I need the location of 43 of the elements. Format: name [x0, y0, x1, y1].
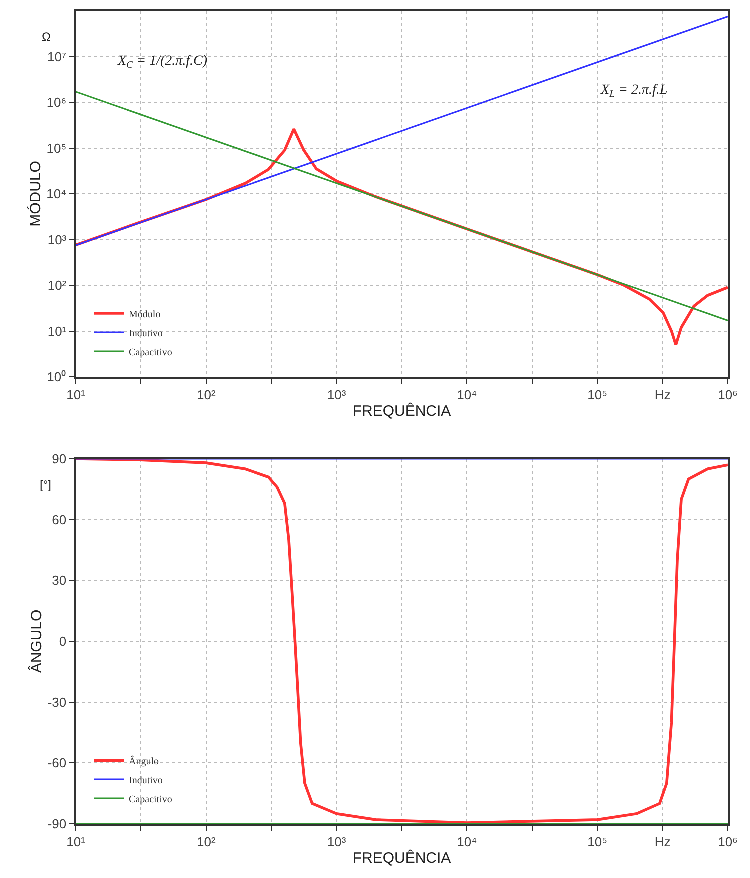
x-tick-label: 10⁵ — [588, 834, 608, 850]
x-tick-label: 10³ — [327, 387, 347, 402]
legend-label: Capacitivo — [129, 794, 172, 806]
y-tick-label: 10⁰ — [47, 370, 67, 385]
y-tick-label: -60 — [48, 756, 67, 771]
x-tick-label: 10⁶ — [718, 834, 738, 850]
x-tick-label: 10¹ — [66, 834, 86, 850]
legend-label: Capacitivo — [129, 347, 172, 358]
legend-label: Indutivo — [129, 328, 163, 340]
x-tick-label: 10² — [197, 387, 216, 402]
y-tick-label: 10⁶ — [46, 95, 67, 110]
y-tick-label: 10² — [48, 278, 68, 294]
annotation: X$_{C}$ = 1/(2.π.f.C) — [117, 54, 208, 71]
legend-label: Ângulo — [129, 755, 160, 768]
legend-label: Módulo — [129, 309, 161, 320]
y-tick-label: -90 — [48, 816, 67, 832]
x-tick-label: 10⁴ — [457, 834, 478, 850]
y-tick-label: 30 — [52, 573, 67, 588]
text: [°] — [40, 478, 52, 492]
x-tick-label: 10⁴ — [457, 387, 478, 402]
x-axis-title: FREQUÊNCIA — [352, 848, 452, 867]
y-tick-label: 90 — [52, 452, 67, 467]
y-tick-label: -30 — [48, 694, 67, 710]
x-tick-label: Hz — [654, 387, 671, 402]
y-tick-label: 10⁵ — [46, 140, 67, 156]
x-tick-label: 10⁵ — [588, 387, 608, 402]
y-tick-label: 10³ — [48, 232, 68, 248]
annotation: X$_{L}$ = 2.π.f.L — [600, 83, 668, 100]
x-tick-label: 10³ — [327, 834, 347, 850]
y-axis-title: MÓDULO — [26, 161, 44, 227]
y-tick-label: 60 — [52, 512, 67, 528]
y-tick-label: 10⁷ — [47, 49, 67, 64]
x-tick-label: Hz — [654, 834, 671, 850]
x-tick-label: 10¹ — [66, 387, 86, 402]
text: Ω — [42, 30, 51, 44]
x-tick-label: 10⁶ — [718, 387, 738, 402]
x-tick-label: 10² — [197, 834, 216, 850]
y-axis-title: ÂNGULO — [28, 610, 46, 674]
x-axis-title: FREQUÊNCIA — [352, 402, 452, 420]
y-tick-label: 10¹ — [48, 324, 68, 339]
y-tick-label: 0 — [59, 634, 67, 650]
y-tick-label: 10⁴ — [46, 186, 67, 202]
legend-label: Indutivo — [129, 775, 163, 786]
